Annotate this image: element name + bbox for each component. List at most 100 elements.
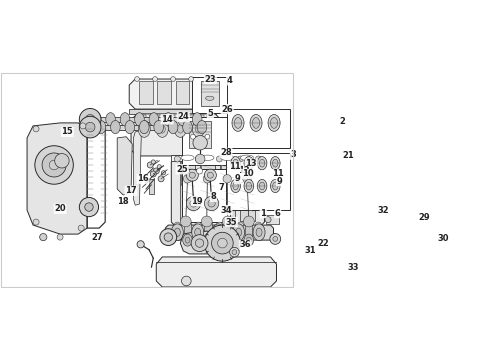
- Ellipse shape: [140, 121, 149, 134]
- Circle shape: [55, 154, 69, 168]
- Ellipse shape: [185, 237, 190, 243]
- Ellipse shape: [183, 121, 193, 134]
- Circle shape: [151, 160, 155, 164]
- Circle shape: [196, 168, 202, 174]
- Ellipse shape: [215, 228, 221, 237]
- Circle shape: [222, 216, 233, 227]
- Circle shape: [205, 134, 210, 139]
- Circle shape: [270, 234, 281, 244]
- Bar: [225, 223, 232, 241]
- Text: 9: 9: [235, 174, 240, 183]
- Ellipse shape: [246, 237, 251, 243]
- Bar: [194, 81, 207, 104]
- Text: 35: 35: [225, 217, 237, 226]
- Ellipse shape: [196, 125, 201, 133]
- Circle shape: [150, 171, 156, 177]
- Bar: [181, 169, 230, 222]
- Polygon shape: [129, 109, 217, 114]
- Text: 6: 6: [275, 208, 281, 217]
- Text: 13: 13: [245, 159, 257, 168]
- Circle shape: [161, 171, 166, 175]
- Circle shape: [33, 219, 39, 225]
- Circle shape: [181, 276, 191, 286]
- Ellipse shape: [212, 224, 224, 241]
- Polygon shape: [165, 225, 273, 240]
- Circle shape: [217, 222, 222, 228]
- Text: 15: 15: [61, 127, 73, 136]
- Text: 14: 14: [161, 115, 173, 124]
- Bar: [180, 158, 196, 221]
- Circle shape: [183, 175, 192, 183]
- Circle shape: [204, 169, 217, 181]
- Circle shape: [80, 123, 86, 129]
- Text: 31: 31: [304, 247, 316, 256]
- Ellipse shape: [96, 121, 106, 134]
- Ellipse shape: [178, 113, 188, 126]
- Circle shape: [212, 232, 233, 254]
- Ellipse shape: [231, 179, 241, 193]
- Ellipse shape: [244, 179, 254, 193]
- Circle shape: [204, 196, 219, 211]
- Circle shape: [244, 216, 254, 227]
- Circle shape: [218, 238, 227, 248]
- Ellipse shape: [135, 113, 144, 126]
- Bar: [189, 121, 211, 148]
- Ellipse shape: [138, 121, 150, 137]
- Bar: [140, 115, 146, 123]
- Text: 8: 8: [211, 192, 216, 201]
- Text: 9: 9: [277, 177, 282, 186]
- Ellipse shape: [234, 117, 242, 128]
- Circle shape: [190, 200, 197, 207]
- Bar: [157, 81, 171, 104]
- Bar: [241, 161, 254, 185]
- Circle shape: [196, 156, 201, 162]
- Polygon shape: [156, 257, 276, 287]
- Circle shape: [207, 77, 212, 81]
- Text: 30: 30: [438, 234, 449, 243]
- Text: 26: 26: [221, 104, 233, 113]
- Bar: [149, 179, 154, 194]
- Bar: [220, 161, 234, 185]
- Bar: [175, 81, 189, 104]
- Bar: [169, 115, 175, 123]
- Circle shape: [196, 222, 201, 228]
- Text: 1: 1: [260, 208, 266, 217]
- Text: 24: 24: [177, 112, 189, 121]
- Bar: [266, 215, 279, 225]
- Ellipse shape: [192, 224, 204, 241]
- Circle shape: [208, 200, 215, 207]
- Circle shape: [203, 175, 212, 183]
- Ellipse shape: [268, 114, 280, 131]
- Ellipse shape: [223, 234, 233, 246]
- Circle shape: [160, 229, 177, 246]
- Polygon shape: [27, 123, 87, 234]
- Ellipse shape: [233, 159, 238, 167]
- Circle shape: [273, 237, 278, 241]
- Circle shape: [79, 197, 98, 217]
- Bar: [178, 115, 185, 123]
- Ellipse shape: [174, 121, 186, 137]
- Circle shape: [78, 225, 84, 231]
- Circle shape: [49, 160, 59, 170]
- Circle shape: [255, 222, 262, 228]
- Circle shape: [196, 154, 205, 164]
- Ellipse shape: [204, 175, 210, 179]
- Ellipse shape: [241, 155, 254, 161]
- Polygon shape: [90, 117, 217, 122]
- Ellipse shape: [233, 182, 238, 190]
- Circle shape: [164, 233, 172, 241]
- Text: 11: 11: [228, 162, 240, 171]
- Circle shape: [232, 250, 237, 255]
- Circle shape: [255, 156, 262, 162]
- Ellipse shape: [168, 121, 178, 134]
- Text: 21: 21: [343, 152, 354, 161]
- Ellipse shape: [224, 175, 230, 179]
- Bar: [207, 115, 213, 123]
- Ellipse shape: [257, 179, 267, 193]
- Ellipse shape: [141, 125, 147, 133]
- Ellipse shape: [206, 237, 210, 243]
- Bar: [204, 223, 212, 241]
- Ellipse shape: [231, 157, 241, 170]
- Text: 25: 25: [176, 165, 188, 174]
- Circle shape: [57, 234, 63, 240]
